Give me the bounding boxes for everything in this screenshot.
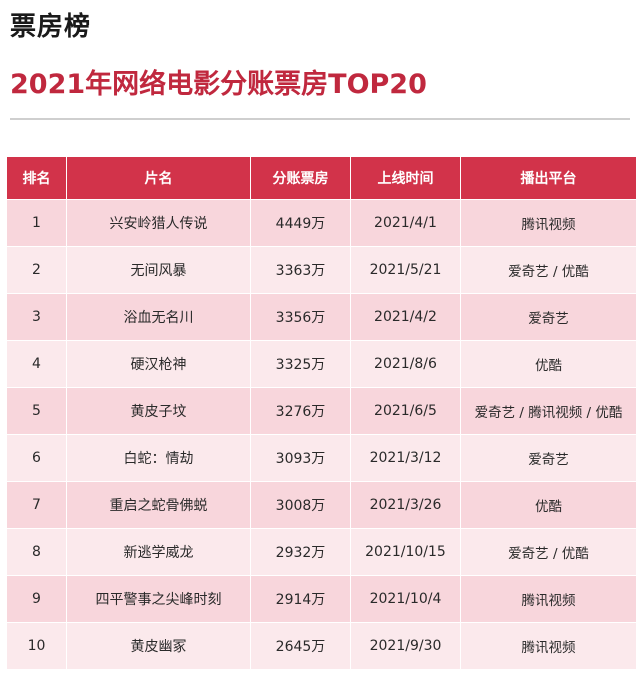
cell-title: 浴血无名川 (66, 293, 251, 341)
cell-release-date: 2021/10/4 (350, 575, 461, 623)
cell-release-date: 2021/3/26 (350, 481, 461, 529)
box-office-table: 排名 片名 分账票房 上线时间 播出平台 1 兴安岭猎人传说 4449万 2021/4… (6, 156, 637, 670)
cell-release-date: 2021/9/30 (350, 622, 461, 670)
report-title: 2021年网络电影分账票房TOP20 (10, 69, 427, 100)
title-divider (10, 118, 630, 120)
cell-rank: 9 (6, 575, 67, 623)
cell-rank: 5 (6, 387, 67, 435)
cell-platform: 爱奇艺 / 优酷 (460, 246, 637, 294)
cell-rank: 3 (6, 293, 67, 341)
cell-platform: 优酷 (460, 481, 637, 529)
cell-box-office: 2645万 (250, 622, 351, 670)
cell-title: 无间风暴 (66, 246, 251, 294)
cell-rank: 7 (6, 481, 67, 529)
cell-title: 四平警事之尖峰时刻 (66, 575, 251, 623)
cell-platform: 爱奇艺 / 腾讯视频 / 优酷 (460, 387, 637, 435)
cell-title: 硬汉枪神 (66, 340, 251, 388)
table-row: 2 无间风暴 3363万 2021/5/21 爱奇艺 / 优酷 (6, 246, 637, 294)
cell-box-office: 4449万 (250, 199, 351, 247)
cell-platform: 腾讯视频 (460, 622, 637, 670)
table-row: 4 硬汉枪神 3325万 2021/8/6 优酷 (6, 340, 637, 388)
cell-platform: 腾讯视频 (460, 199, 637, 247)
cell-box-office: 2932万 (250, 528, 351, 576)
table-body: 1 兴安岭猎人传说 4449万 2021/4/1 腾讯视频 2 无间风暴 3363万 2021/… (6, 199, 637, 670)
column-header-platform: 播出平台 (460, 156, 637, 200)
cell-box-office: 3276万 (250, 387, 351, 435)
cell-platform: 爱奇艺 (460, 293, 637, 341)
cell-title: 重启之蛇骨佛蜕 (66, 481, 251, 529)
cell-release-date: 2021/4/1 (350, 199, 461, 247)
cell-rank: 2 (6, 246, 67, 294)
cell-box-office: 2914万 (250, 575, 351, 623)
cell-rank: 8 (6, 528, 67, 576)
cell-release-date: 2021/6/5 (350, 387, 461, 435)
cell-title: 白蛇：情劫 (66, 434, 251, 482)
cell-release-date: 2021/10/15 (350, 528, 461, 576)
cell-platform: 腾讯视频 (460, 575, 637, 623)
cell-release-date: 2021/3/12 (350, 434, 461, 482)
cell-platform: 爱奇艺 (460, 434, 637, 482)
table-row: 7 重启之蛇骨佛蜕 3008万 2021/3/26 优酷 (6, 481, 637, 529)
cell-release-date: 2021/4/2 (350, 293, 461, 341)
table-row: 5 黄皮子坟 3276万 2021/6/5 爱奇艺 / 腾讯视频 / 优酷 (6, 387, 637, 435)
cell-title: 黄皮子坟 (66, 387, 251, 435)
table-row: 9 四平警事之尖峰时刻 2914万 2021/10/4 腾讯视频 (6, 575, 637, 623)
column-header-title: 片名 (66, 156, 251, 200)
cell-rank: 6 (6, 434, 67, 482)
cell-platform: 优酷 (460, 340, 637, 388)
section-label: 票房榜 (10, 12, 92, 42)
cell-rank: 4 (6, 340, 67, 388)
column-header-box-office: 分账票房 (250, 156, 351, 200)
table-row: 1 兴安岭猎人传说 4449万 2021/4/1 腾讯视频 (6, 199, 637, 247)
table-row: 8 新逃学威龙 2932万 2021/10/15 爱奇艺 / 优酷 (6, 528, 637, 576)
cell-box-office: 3363万 (250, 246, 351, 294)
cell-rank: 10 (6, 622, 67, 670)
cell-title: 黄皮幽冢 (66, 622, 251, 670)
cell-title: 兴安岭猎人传说 (66, 199, 251, 247)
cell-box-office: 3093万 (250, 434, 351, 482)
cell-rank: 1 (6, 199, 67, 247)
table-row: 3 浴血无名川 3356万 2021/4/2 爱奇艺 (6, 293, 637, 341)
cell-box-office: 3356万 (250, 293, 351, 341)
cell-box-office: 3008万 (250, 481, 351, 529)
column-header-rank: 排名 (6, 156, 67, 200)
table-row: 6 白蛇：情劫 3093万 2021/3/12 爱奇艺 (6, 434, 637, 482)
column-header-release-date: 上线时间 (350, 156, 461, 200)
table-header-row: 排名 片名 分账票房 上线时间 播出平台 (6, 156, 637, 200)
table-row: 10 黄皮幽冢 2645万 2021/9/30 腾讯视频 (6, 622, 637, 670)
cell-release-date: 2021/5/21 (350, 246, 461, 294)
cell-box-office: 3325万 (250, 340, 351, 388)
cell-title: 新逃学威龙 (66, 528, 251, 576)
cell-release-date: 2021/8/6 (350, 340, 461, 388)
cell-platform: 爱奇艺 / 优酷 (460, 528, 637, 576)
